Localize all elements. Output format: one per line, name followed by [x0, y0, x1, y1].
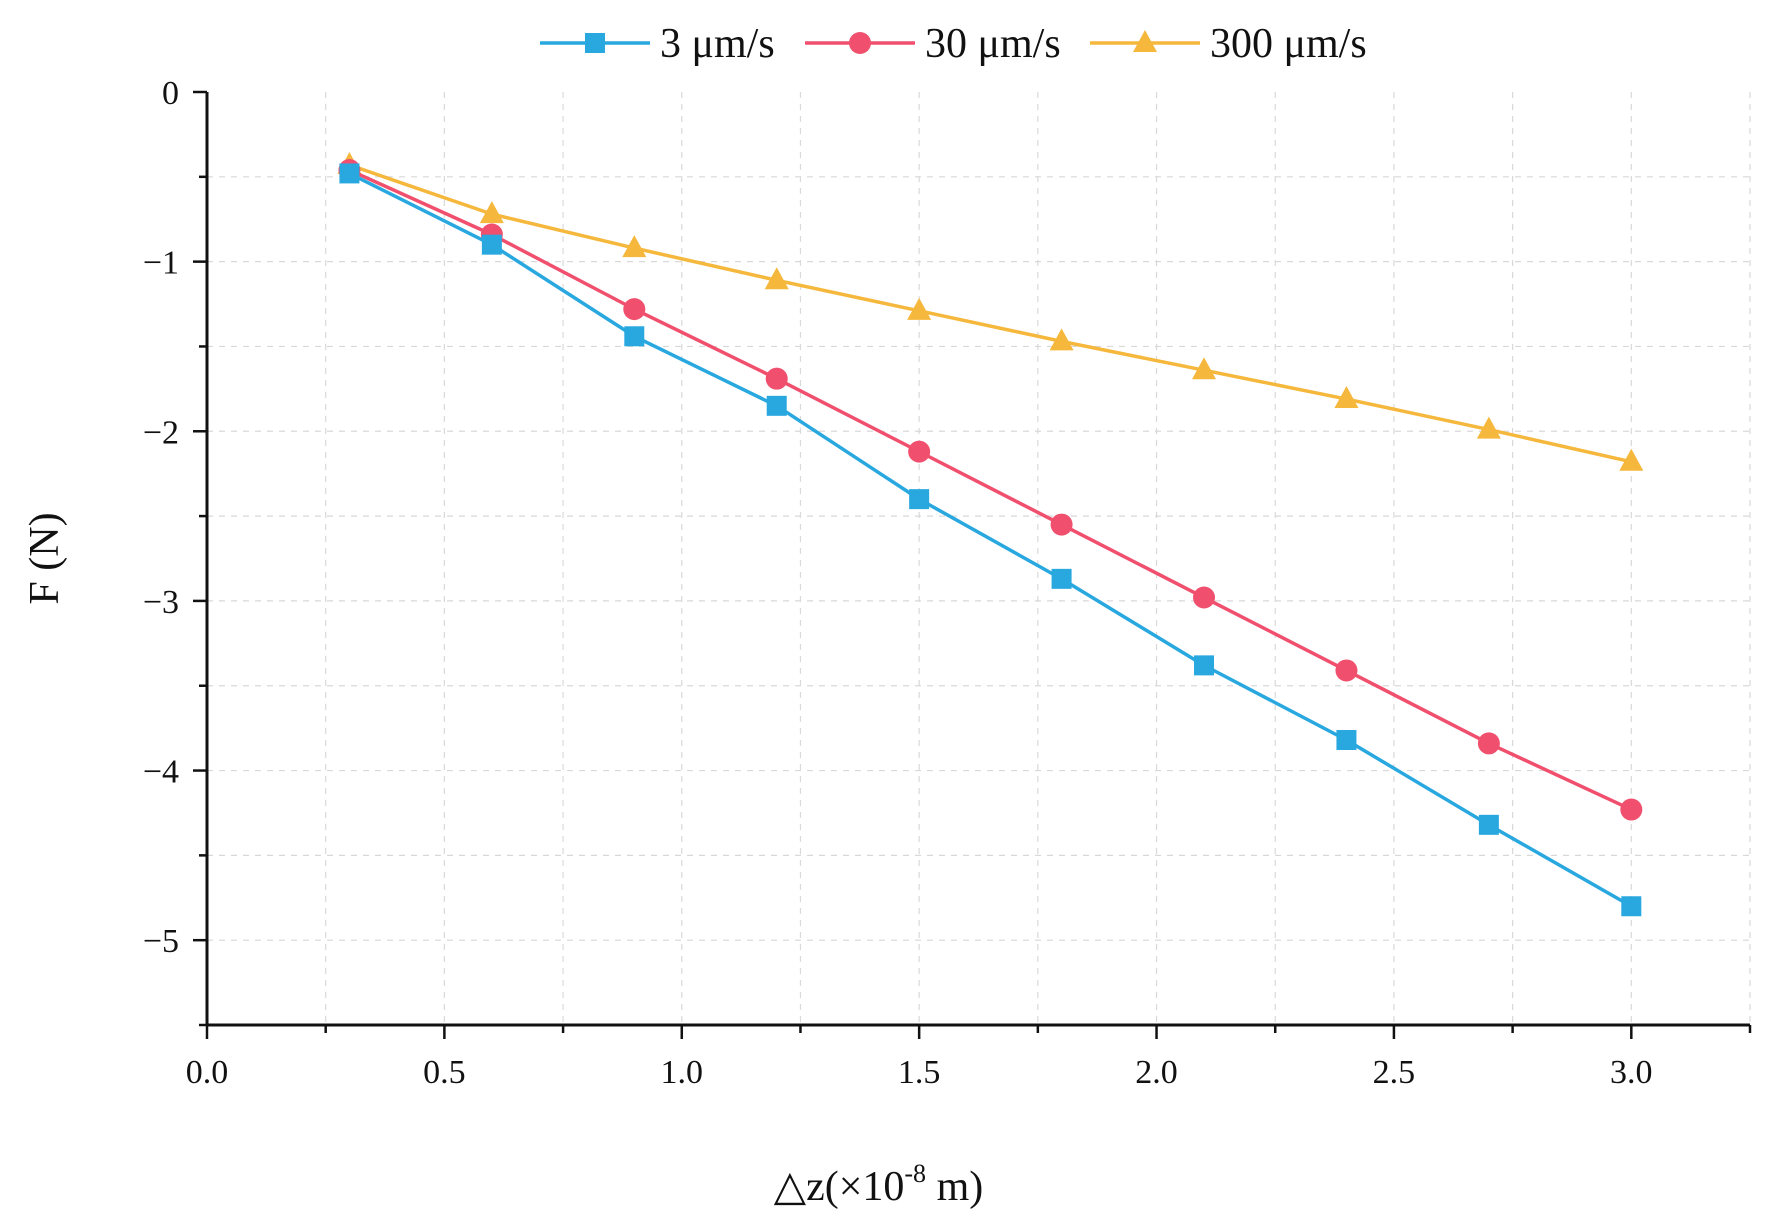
data-point — [481, 234, 502, 255]
data-point — [1621, 896, 1642, 917]
data-point — [908, 440, 931, 463]
series-line — [348, 163, 1632, 464]
series-line — [348, 168, 1633, 812]
series-square — [339, 163, 1642, 917]
y-tick-label: −1 — [143, 245, 179, 282]
series-circle — [338, 159, 1643, 821]
data-point — [1049, 328, 1074, 351]
data-point — [907, 297, 932, 320]
data-point — [1194, 655, 1215, 676]
y-axis-title: F (N) — [22, 512, 68, 604]
data-point — [624, 326, 645, 347]
legend-marker — [849, 32, 871, 54]
data-point — [1192, 357, 1217, 380]
data-point — [1620, 798, 1643, 821]
x-axis-title-exponent: -8 — [904, 1159, 926, 1188]
legend: 3 μm/s 30 μm/s 300 μm/s — [540, 21, 1367, 67]
series-triangle — [337, 151, 1644, 471]
data-point — [909, 489, 930, 510]
x-tick-label: 3.0 — [1610, 1054, 1653, 1091]
data-point — [1050, 513, 1073, 536]
x-tick-label: 1.0 — [661, 1054, 704, 1091]
y-tick-label: 0 — [162, 75, 179, 112]
x-tick-label: 0.0 — [186, 1054, 229, 1091]
data-point — [622, 235, 647, 258]
data-point — [1193, 586, 1216, 609]
data-point — [339, 163, 360, 184]
legend-label: 300 μm/s — [1210, 21, 1367, 67]
series-line — [348, 171, 1633, 908]
x-tick-label: 2.5 — [1373, 1054, 1416, 1091]
grid — [207, 92, 1751, 1025]
series-layer — [337, 151, 1644, 917]
data-point — [1336, 730, 1357, 751]
legend-label: 30 μm/s — [925, 21, 1061, 67]
data-point — [623, 298, 646, 321]
data-point — [764, 267, 789, 290]
x-tick-label: 2.0 — [1135, 1054, 1178, 1091]
data-point — [765, 367, 788, 390]
data-point — [1476, 416, 1501, 439]
legend-marker — [1133, 30, 1157, 52]
legend-item: 30 μm/s — [805, 21, 1061, 67]
legend-label: 3 μm/s — [660, 21, 775, 67]
x-tick-label: 0.5 — [423, 1054, 466, 1091]
x-axis-title-main: △z(×10 — [774, 1164, 905, 1210]
x-axis-title: △z(×10-8 m) — [774, 1159, 983, 1210]
data-point — [1477, 732, 1500, 755]
legend-item: 3 μm/s — [540, 21, 775, 67]
data-point — [766, 395, 787, 416]
data-point — [1051, 568, 1072, 589]
y-tick-label: −5 — [143, 923, 179, 960]
x-axis-title-unit: m) — [926, 1164, 983, 1210]
data-point — [1478, 814, 1499, 835]
y-tick-label: −2 — [143, 414, 179, 451]
axes: 0 −1 −2 −3 −4 −5 0.0 0.5 1.0 1.5 2.0 2.5 3.0 — [143, 75, 1752, 1091]
data-point — [479, 201, 504, 224]
x-tick-label: 1.5 — [898, 1054, 941, 1091]
y-tick-label: −3 — [143, 584, 179, 621]
data-point — [1335, 659, 1358, 682]
legend-marker — [585, 33, 605, 53]
legend-item: 300 μm/s — [1090, 21, 1367, 67]
y-tick-label: −4 — [143, 754, 179, 791]
data-point — [1334, 386, 1359, 409]
data-point — [1619, 448, 1644, 471]
